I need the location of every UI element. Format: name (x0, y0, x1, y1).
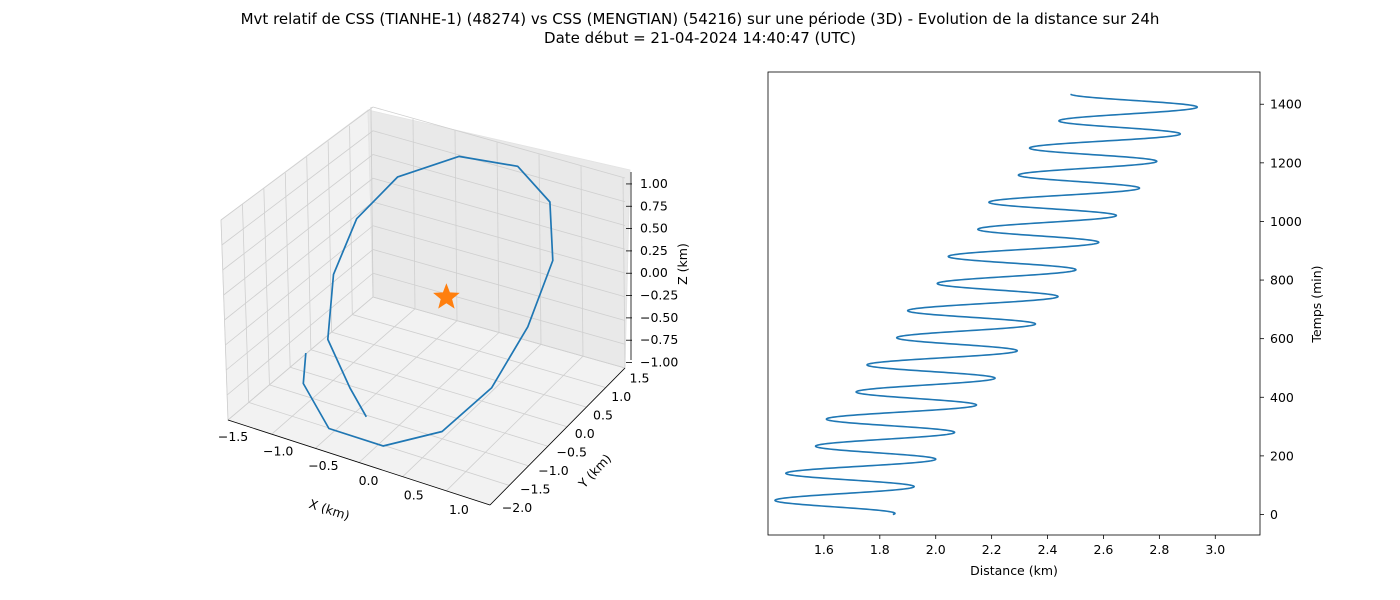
y-axis-label-2d: Temps (min) (1309, 265, 1324, 343)
z3d-tick-label: 1.00 (640, 176, 668, 191)
title-line-1: Mvt relatif de CSS (TIANHE-1) (48274) vs… (240, 10, 1160, 28)
x3d-tick-label: 0.0 (359, 473, 379, 488)
axes-2d: 1.6 1.8 2.0 2.2 2.4 2.6 2.8 3.0 0 200 400 600 800 10… (767, 71, 1324, 578)
y-tick-label: 400 (1270, 390, 1294, 405)
origin-marker-star (433, 283, 460, 309)
x-tick-label: 1.6 (814, 542, 834, 557)
x3d-tick-label: −1.0 (263, 444, 293, 459)
axes-3d: −1.5 −1.0 −0.5 0.0 0.5 1.0 −2.0 −1.5 −1.0 −0.5 0.0… (218, 106, 690, 523)
plot-frame (767, 71, 1261, 536)
x-tick-label: 2.2 (982, 542, 1002, 557)
y-tick-label: 600 (1270, 331, 1294, 346)
y-tick-label: 0 (1270, 507, 1278, 522)
y-ticks: 0 200 400 600 800 1000 1200 1400 (1260, 97, 1302, 522)
x-axis-line (227, 419, 491, 506)
x3d-tick-label: 1.0 (449, 502, 469, 517)
y3d-tick-label: 1.0 (611, 389, 631, 404)
z3d-tick-label: −0.50 (640, 310, 678, 325)
x-tick-label: 2.8 (1149, 542, 1169, 557)
title-line-2: Date début = 21-04-2024 14:40:47 (UTC) (544, 29, 856, 47)
z3d-tick-label: 0.00 (640, 265, 668, 280)
x-axis-label-2d: Distance (km) (970, 563, 1058, 578)
y-axis-line (489, 367, 626, 506)
x-tick-label: 2.6 (1094, 542, 1114, 557)
y3d-tick-label: −0.5 (557, 445, 587, 460)
x-tick-label: 2.4 (1038, 542, 1058, 557)
x3d-tick-label: −0.5 (308, 458, 338, 473)
y-tick-label: 1000 (1270, 214, 1302, 229)
z3d-tick-label: −0.25 (640, 288, 678, 303)
y3d-tick-label: 1.5 (630, 371, 650, 386)
distance-time-line (774, 93, 1199, 516)
y3d-tick-label: 0.0 (575, 426, 595, 441)
y3d-tick-label: 0.5 (593, 408, 613, 423)
x-axis-label: X (km) (307, 496, 351, 523)
x3d-tick-label: −1.5 (218, 429, 248, 444)
x-tick-label: 3.0 (1205, 542, 1225, 557)
trajectory-line (302, 155, 554, 447)
z-axis-label: Z (km) (675, 243, 690, 285)
x3d-tick-label: 0.5 (404, 488, 424, 503)
z3d-tick-label: 0.75 (640, 198, 668, 213)
figure-title: Mvt relatif de CSS (TIANHE-1) (48274) vs… (0, 10, 1400, 48)
y3d-tick-label: −1.0 (538, 463, 568, 478)
z3d-tick-label: 0.50 (640, 221, 668, 236)
x-tick-label: 1.8 (870, 542, 890, 557)
x-ticks: 1.6 1.8 2.0 2.2 2.4 2.6 2.8 3.0 (814, 535, 1225, 557)
y3d-tick-label: −1.5 (520, 482, 550, 497)
y-tick-label: 1400 (1270, 97, 1302, 112)
z3d-tick-label: 0.25 (640, 243, 668, 258)
ticks-3d: −1.5 −1.0 −0.5 0.0 0.5 1.0 −2.0 −1.5 −1.0 −0.5 0.0… (218, 176, 678, 517)
y-tick-label: 1200 (1270, 155, 1302, 170)
y-tick-label: 800 (1270, 273, 1294, 288)
z3d-tick-label: −1.00 (640, 355, 678, 370)
x-tick-label: 2.0 (926, 542, 946, 557)
z3d-tick-label: −0.75 (640, 332, 678, 347)
trajectory-3d (302, 155, 554, 447)
y3d-tick-label: −2.0 (502, 500, 532, 515)
y-tick-label: 200 (1270, 448, 1294, 463)
